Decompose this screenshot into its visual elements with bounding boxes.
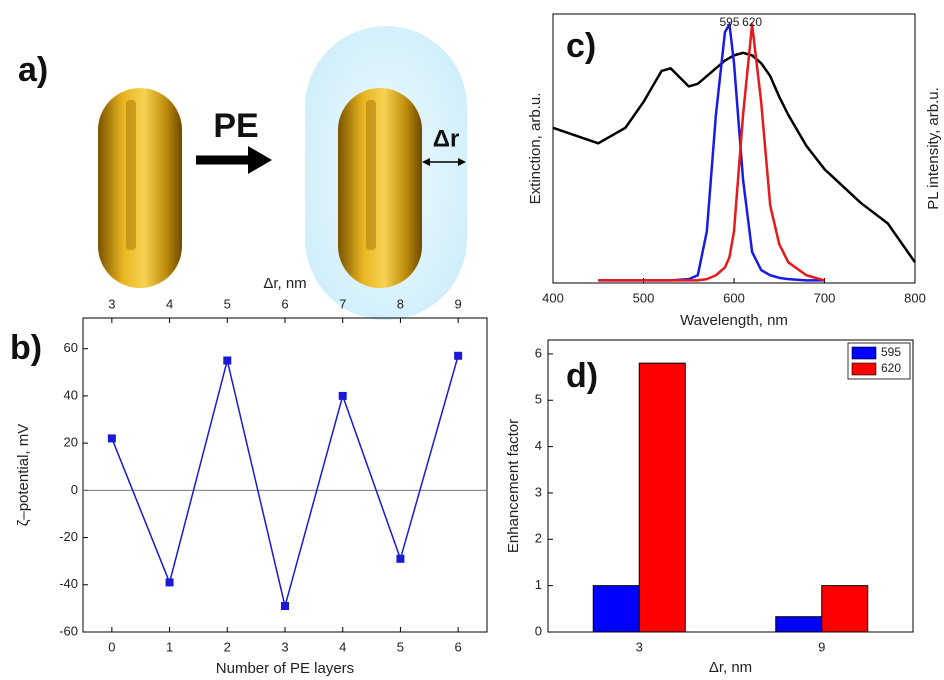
x-tick-label: 400 (542, 290, 564, 305)
x-tick-label: 800 (904, 290, 926, 305)
data-line (552, 51, 917, 264)
y-tick-label: 5 (535, 392, 542, 407)
y-tick-label: 4 (535, 438, 542, 453)
x-tick-label: 3 (636, 639, 643, 654)
data-point (165, 578, 174, 587)
y-tick-label: 6 (535, 345, 542, 360)
y-axis-label: Extinction, arb.u. (527, 93, 544, 205)
peak-annotation: 620 (742, 15, 762, 29)
x-axis-label: Δr, nm (709, 659, 752, 676)
panel-label: b) (10, 329, 42, 367)
facet (126, 100, 136, 250)
x2-tick-label: 3 (108, 296, 115, 311)
x2-tick-label: 6 (281, 296, 288, 311)
bar (592, 585, 640, 633)
x-axis-label: Number of PE layers (216, 660, 354, 677)
data-line (598, 23, 825, 282)
arrow-head (422, 158, 430, 166)
data-line (598, 23, 825, 282)
x-tick-label: 500 (633, 290, 655, 305)
panel-a: a) PE Δr (18, 26, 467, 320)
y-tick-label: 0 (71, 482, 78, 497)
x2-tick-label: 5 (224, 296, 231, 311)
data-line (111, 355, 459, 607)
legend-swatch (851, 362, 877, 376)
y-axis-label: ζ–potential, mV (15, 424, 32, 527)
bar (821, 585, 869, 633)
y2-axis-label: PL intensity, arb.u. (925, 87, 942, 210)
arrow-label: PE (213, 107, 258, 145)
y-axis-label: Enhancement factor (505, 419, 522, 553)
bar (775, 616, 823, 633)
arrow-head (458, 158, 466, 166)
x2-axis-label: Δr, nm (263, 275, 306, 292)
y-tick-label: 40 (64, 387, 78, 402)
plot-frame (547, 339, 914, 633)
x-tick-label: 2 (224, 639, 231, 654)
y-tick-label: 0 (535, 623, 542, 638)
data-point (454, 351, 463, 360)
data-point (223, 356, 232, 365)
bar (638, 362, 686, 633)
x2-tick-label: 8 (397, 296, 404, 311)
x2-tick-label: 7 (339, 296, 346, 311)
y-tick-label: 1 (535, 577, 542, 592)
panel-label: c) (566, 27, 596, 65)
y-tick-label: 60 (64, 340, 78, 355)
panel-label: d) (566, 357, 598, 395)
arrow-head (248, 146, 272, 174)
plot-frame (82, 317, 488, 633)
panel-label: a) (18, 51, 48, 89)
y-tick-label: 3 (535, 484, 542, 499)
data-point (338, 391, 347, 400)
y-tick-label: -40 (59, 576, 78, 591)
nanorod (98, 88, 182, 288)
x-tick-label: 600 (723, 290, 745, 305)
x-axis-label: Wavelength, nm (680, 312, 788, 329)
x-tick-label: 3 (281, 639, 288, 654)
x-tick-label: 5 (397, 639, 404, 654)
nanorod (338, 88, 422, 288)
y-tick-label: -20 (59, 529, 78, 544)
data-point (107, 434, 116, 443)
x-tick-label: 6 (455, 639, 462, 654)
shell-label: Δr (433, 125, 460, 152)
data-point (281, 602, 289, 611)
x-tick-label: 700 (814, 290, 836, 305)
facet (366, 100, 376, 250)
x-tick-label: 0 (108, 639, 115, 654)
y-tick-label: 20 (64, 435, 78, 450)
x2-tick-label: 9 (455, 296, 462, 311)
data-point (396, 554, 405, 563)
legend-swatch (851, 346, 877, 360)
peak-annotation: 595 (719, 15, 739, 29)
x-tick-label: 9 (818, 639, 825, 654)
y-tick-label: 2 (535, 531, 542, 546)
x-tick-label: 1 (166, 639, 173, 654)
x2-tick-label: 4 (166, 296, 173, 311)
x-tick-label: 4 (339, 639, 346, 654)
legend-label: 595 (881, 345, 901, 359)
legend-label: 620 (881, 361, 901, 375)
y-tick-label: -60 (59, 623, 78, 638)
